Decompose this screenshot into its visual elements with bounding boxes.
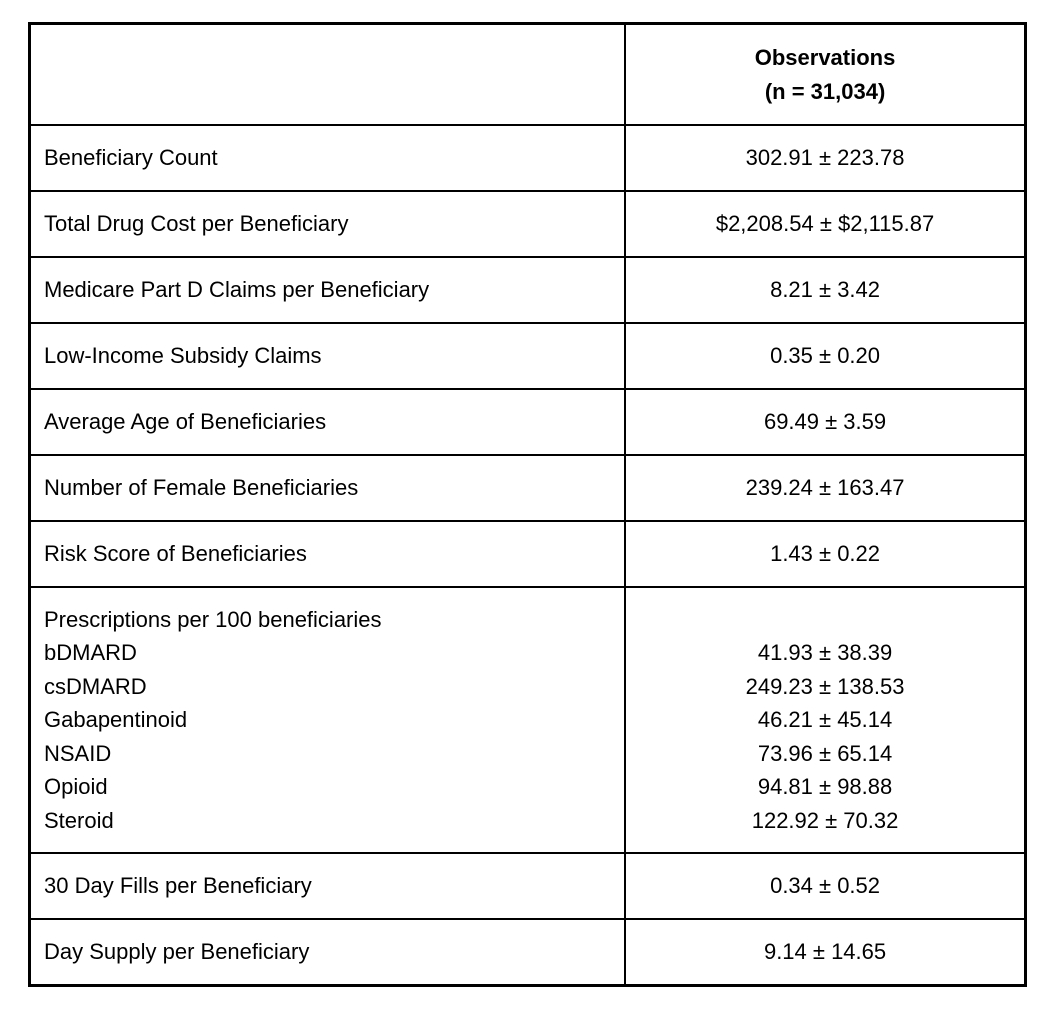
- row-label: Number of Female Beneficiaries: [28, 454, 627, 522]
- table-row: Risk Score of Beneficiaries 1.43 ± 0.22: [28, 520, 1027, 588]
- header-empty-cell: [28, 22, 627, 126]
- table-row: Medicare Part D Claims per Beneficiary 8…: [28, 256, 1027, 324]
- table-row: Low-Income Subsidy Claims 0.35 ± 0.20: [28, 322, 1027, 390]
- row-value: 1.43 ± 0.22: [624, 520, 1027, 588]
- table-row: Total Drug Cost per Beneficiary $2,208.5…: [28, 190, 1027, 258]
- prescription-name: csDMARD: [44, 673, 147, 699]
- table-row: Day Supply per Beneficiary 9.14 ± 14.65: [28, 918, 1027, 987]
- prescription-name: Opioid: [44, 774, 108, 800]
- prescriptions-label-cell: Prescriptions per 100 beneficiaries bDMA…: [28, 586, 627, 854]
- summary-statistics-table: Observations (n = 31,034) Beneficiary Co…: [28, 22, 1027, 987]
- row-label: Total Drug Cost per Beneficiary: [28, 190, 627, 258]
- row-label: Day Supply per Beneficiary: [28, 918, 627, 987]
- row-label: 30 Day Fills per Beneficiary: [28, 852, 627, 920]
- prescriptions-value-cell: 41.93 ± 38.39 249.23 ± 138.53 46.21 ± 45…: [624, 586, 1027, 854]
- prescription-value: 122.92 ± 70.32: [751, 807, 899, 833]
- row-value: 302.91 ± 223.78: [624, 124, 1027, 192]
- prescription-value: 41.93 ± 38.39: [757, 640, 893, 666]
- prescription-value: 94.81 ± 98.88: [757, 774, 893, 800]
- table-row: Number of Female Beneficiaries 239.24 ± …: [28, 454, 1027, 522]
- prescription-name: bDMARD: [44, 640, 137, 666]
- prescription-name: Gabapentinoid: [44, 707, 188, 733]
- row-label: Beneficiary Count: [28, 124, 627, 192]
- prescription-name: NSAID: [44, 740, 112, 766]
- row-value: 9.14 ± 14.65: [624, 918, 1027, 987]
- row-label: Medicare Part D Claims per Beneficiary: [28, 256, 627, 324]
- prescription-value: 73.96 ± 65.14: [757, 740, 893, 766]
- prescription-value: 249.23 ± 138.53: [745, 673, 905, 699]
- prescriptions-title: Prescriptions per 100 beneficiaries: [44, 606, 382, 632]
- header-observations-cell: Observations (n = 31,034): [624, 22, 1027, 126]
- prescriptions-row: Prescriptions per 100 beneficiaries bDMA…: [28, 586, 1027, 854]
- prescriptions-value-spacer: [632, 603, 1018, 637]
- row-value: $2,208.54 ± $2,115.87: [624, 190, 1027, 258]
- table-header-row: Observations (n = 31,034): [28, 22, 1027, 126]
- observations-header-line2: (n = 31,034): [764, 78, 886, 104]
- row-label: Low-Income Subsidy Claims: [28, 322, 627, 390]
- row-value: 0.34 ± 0.52: [624, 852, 1027, 920]
- table-row: Beneficiary Count 302.91 ± 223.78: [28, 124, 1027, 192]
- row-value: 8.21 ± 3.42: [624, 256, 1027, 324]
- observations-header-line1: Observations: [754, 44, 896, 70]
- row-value: 0.35 ± 0.20: [624, 322, 1027, 390]
- table-row: 30 Day Fills per Beneficiary 0.34 ± 0.52: [28, 852, 1027, 920]
- prescription-value: 46.21 ± 45.14: [757, 707, 893, 733]
- row-label: Risk Score of Beneficiaries: [28, 520, 627, 588]
- row-value: 239.24 ± 163.47: [624, 454, 1027, 522]
- prescription-name: Steroid: [44, 807, 114, 833]
- row-label: Average Age of Beneficiaries: [28, 388, 627, 456]
- row-value: 69.49 ± 3.59: [624, 388, 1027, 456]
- table-row: Average Age of Beneficiaries 69.49 ± 3.5…: [28, 388, 1027, 456]
